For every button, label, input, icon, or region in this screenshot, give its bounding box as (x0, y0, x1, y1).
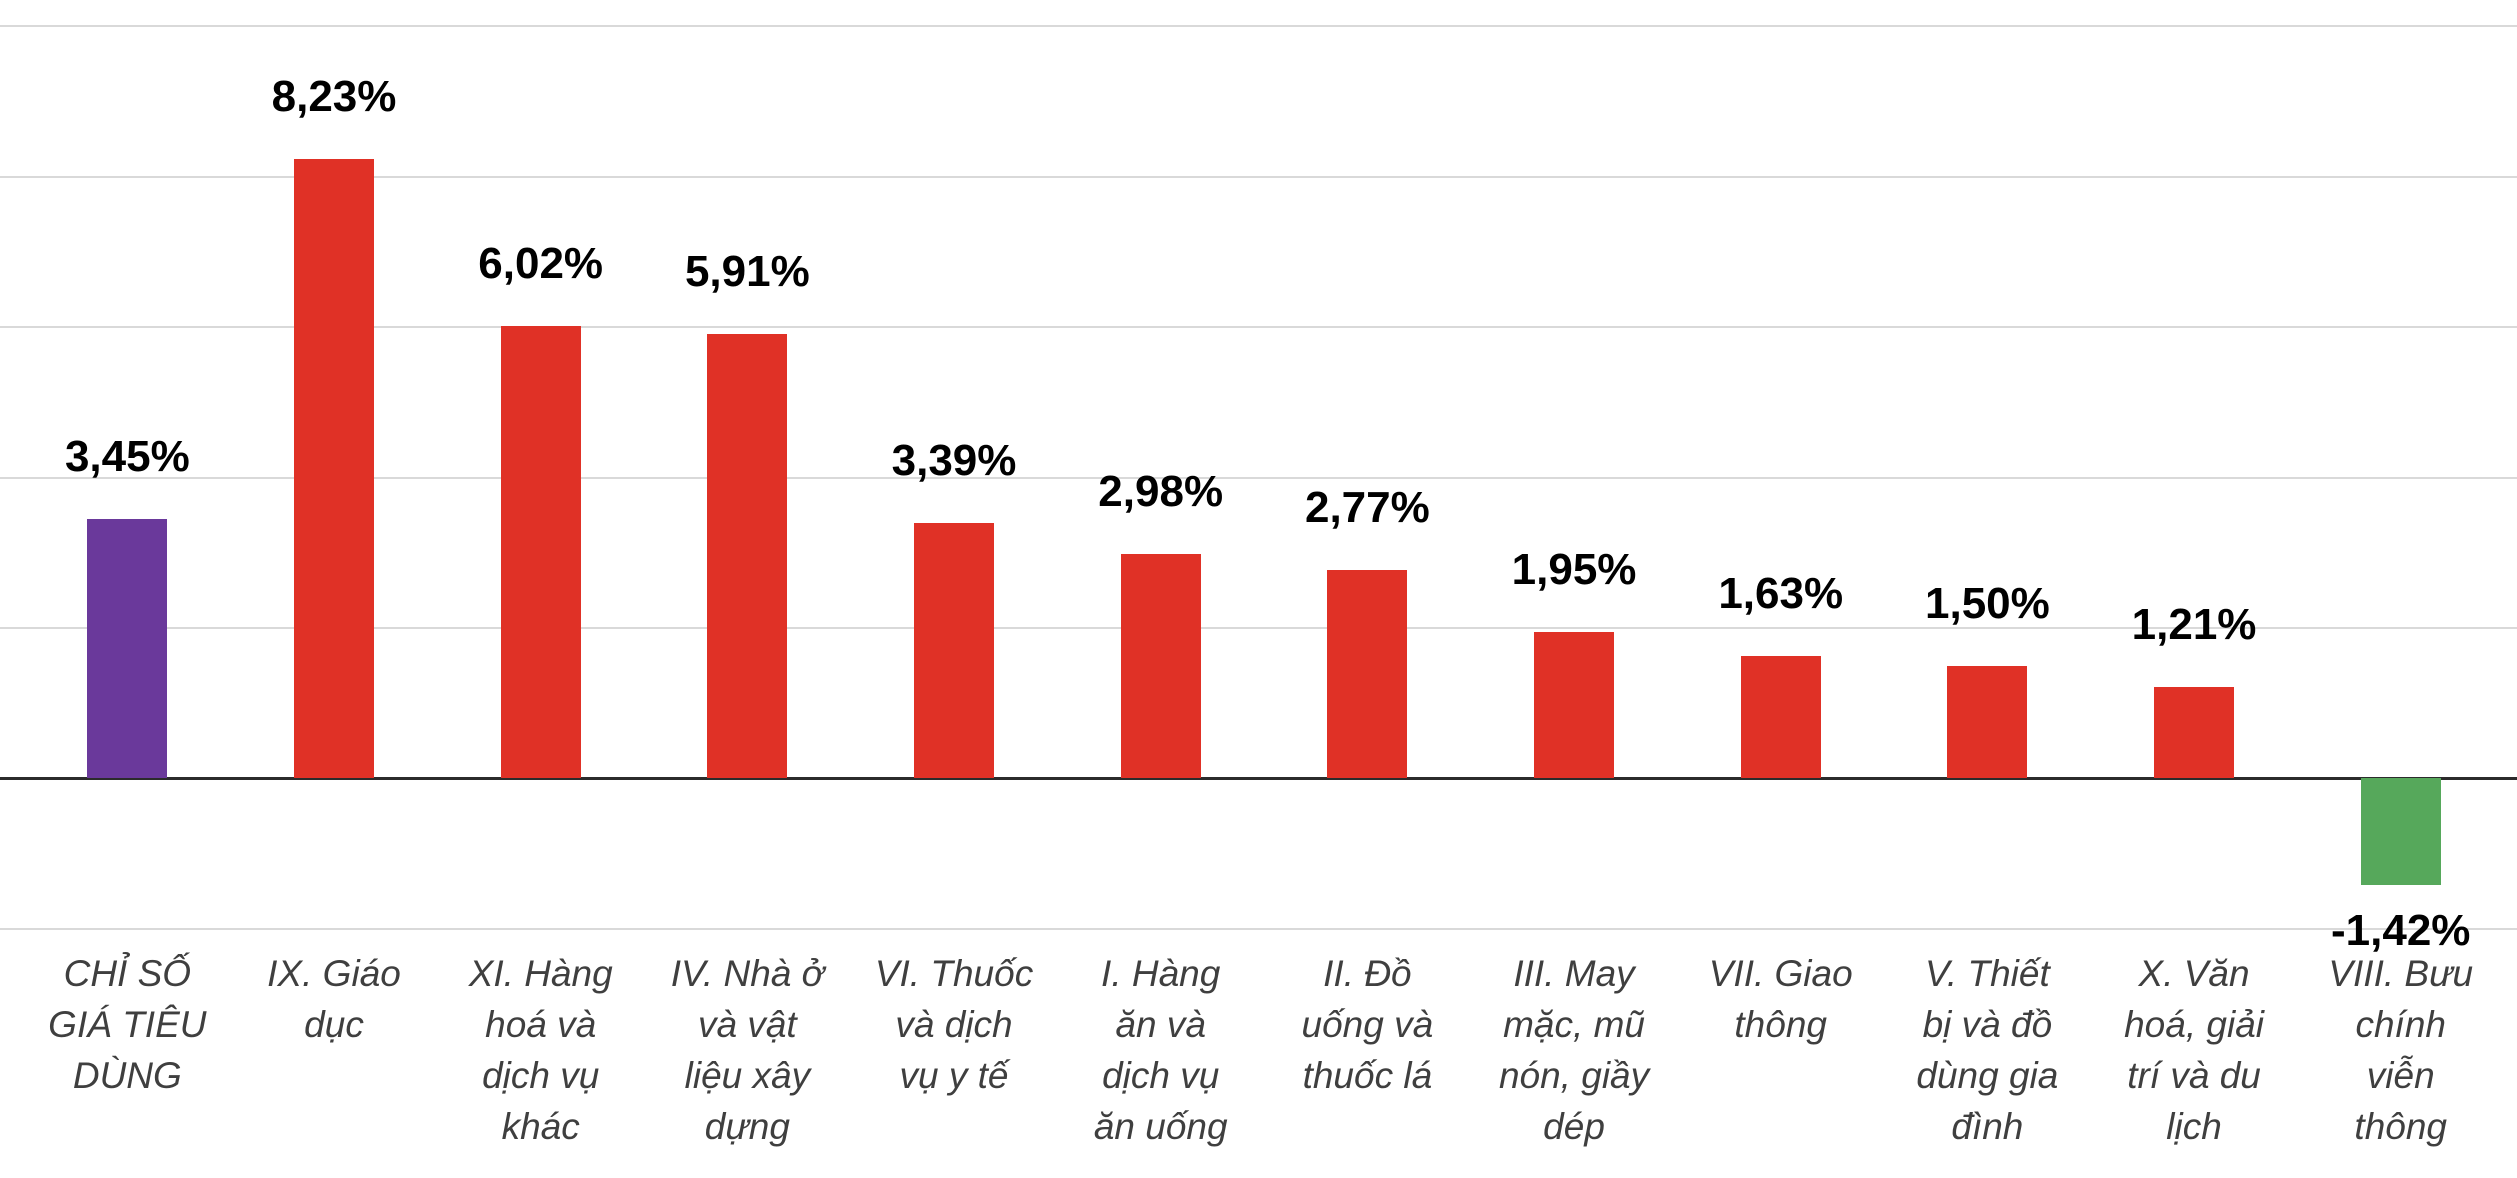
category-label-8: III. May mặc, mũ nón, giầy dép (1498, 953, 1650, 1148)
gridline-4pct (0, 476, 2517, 479)
bar-column-7: 2,77% (1264, 0, 1471, 940)
value-label-6: 2,98% (1098, 467, 1224, 517)
category-label-4: IV. Nhà ở và vật liệu xây dựng (670, 953, 824, 1148)
bar-8 (1534, 631, 1615, 779)
bar-column-5: 3,39% (851, 0, 1058, 940)
bar-column-10: 1,50% (1884, 0, 2091, 940)
bar-6 (1120, 554, 1201, 779)
gridline--2pct (0, 927, 2517, 930)
value-label-1: 3,45% (64, 431, 190, 481)
category-label-7: II. Đồ uống và thuốc lá (1301, 953, 1434, 1097)
value-label-12: -1,42% (2331, 906, 2471, 956)
category-label-11: X. Văn hoá, giải trí và du lịch (2124, 953, 2264, 1148)
bar-2 (294, 159, 374, 779)
category-label-2: IX. Giáo dục (267, 953, 401, 1046)
bar-1 (87, 518, 168, 779)
bar-column-11: 1,21% (2091, 0, 2298, 940)
category-label-1: CHỈ SỐ GIÁ TIÊU DÙNG (48, 953, 207, 1097)
bar-4 (707, 333, 788, 779)
bar-12 (2360, 778, 2441, 886)
bar-9 (1740, 655, 1821, 779)
bar-5 (914, 523, 995, 779)
category-label-5: VI. Thuốc và dịch vụ y tế (874, 953, 1034, 1097)
bar-column-4: 5,91% (644, 0, 851, 940)
value-label-2: 8,23% (271, 72, 397, 122)
value-label-5: 3,39% (891, 436, 1017, 486)
bar-column-8: 1,95% (1471, 0, 1678, 940)
category-axis: CHỈ SỐ GIÁ TIÊU DÙNG IX. Giáo dục XI. Hàng… (24, 948, 2504, 1152)
bar-column-3: 6,02% (437, 0, 644, 940)
value-label-11: 1,21% (2131, 600, 2257, 650)
value-label-4: 5,91% (684, 246, 810, 296)
gridline-2pct (0, 626, 2517, 629)
category-label-9: VII. Giao thông (1708, 953, 1853, 1046)
category-label-6: I. Hàng ăn và dịch vụ ăn uống (1093, 953, 1228, 1148)
value-label-3: 6,02% (478, 238, 604, 288)
bar-column-1: 3,45% (24, 0, 231, 940)
bar-column-12: -1,42% (2297, 0, 2504, 953)
bar-column-2: 8,23% (231, 0, 438, 940)
x-axis-line (0, 776, 2517, 780)
value-label-9: 1,63% (1718, 568, 1844, 618)
category-label-12: VIII. Bưu chính viễn thông (2328, 953, 2474, 1148)
bar-column-9: 1,63% (1677, 0, 1884, 940)
gridline-10pct (0, 25, 2517, 28)
plot-area: 3,45% 8,23% 6,02% 5,91% 3,39% 2,98% 2,77% 1,95%… (0, 0, 2517, 953)
bar-columns: 3,45% 8,23% 6,02% 5,91% 3,39% 2,98% 2,77% 1,95%… (24, 0, 2504, 953)
bar-3 (500, 325, 581, 779)
gridline-8pct (0, 175, 2517, 178)
value-label-7: 2,77% (1304, 483, 1430, 533)
bar-column-6: 2,98% (1057, 0, 1264, 940)
bar-10 (1947, 665, 2028, 779)
category-label-10: V. Thiết bị và đồ dùng gia đình (1916, 953, 2059, 1148)
value-label-8: 1,95% (1511, 544, 1637, 594)
bar-7 (1327, 570, 1408, 779)
gridline-6pct (0, 326, 2517, 329)
bar-11 (2154, 687, 2235, 779)
category-label-3: XI. Hàng hoá và dịch vụ khác (468, 953, 613, 1148)
value-label-10: 1,50% (1924, 578, 2050, 628)
